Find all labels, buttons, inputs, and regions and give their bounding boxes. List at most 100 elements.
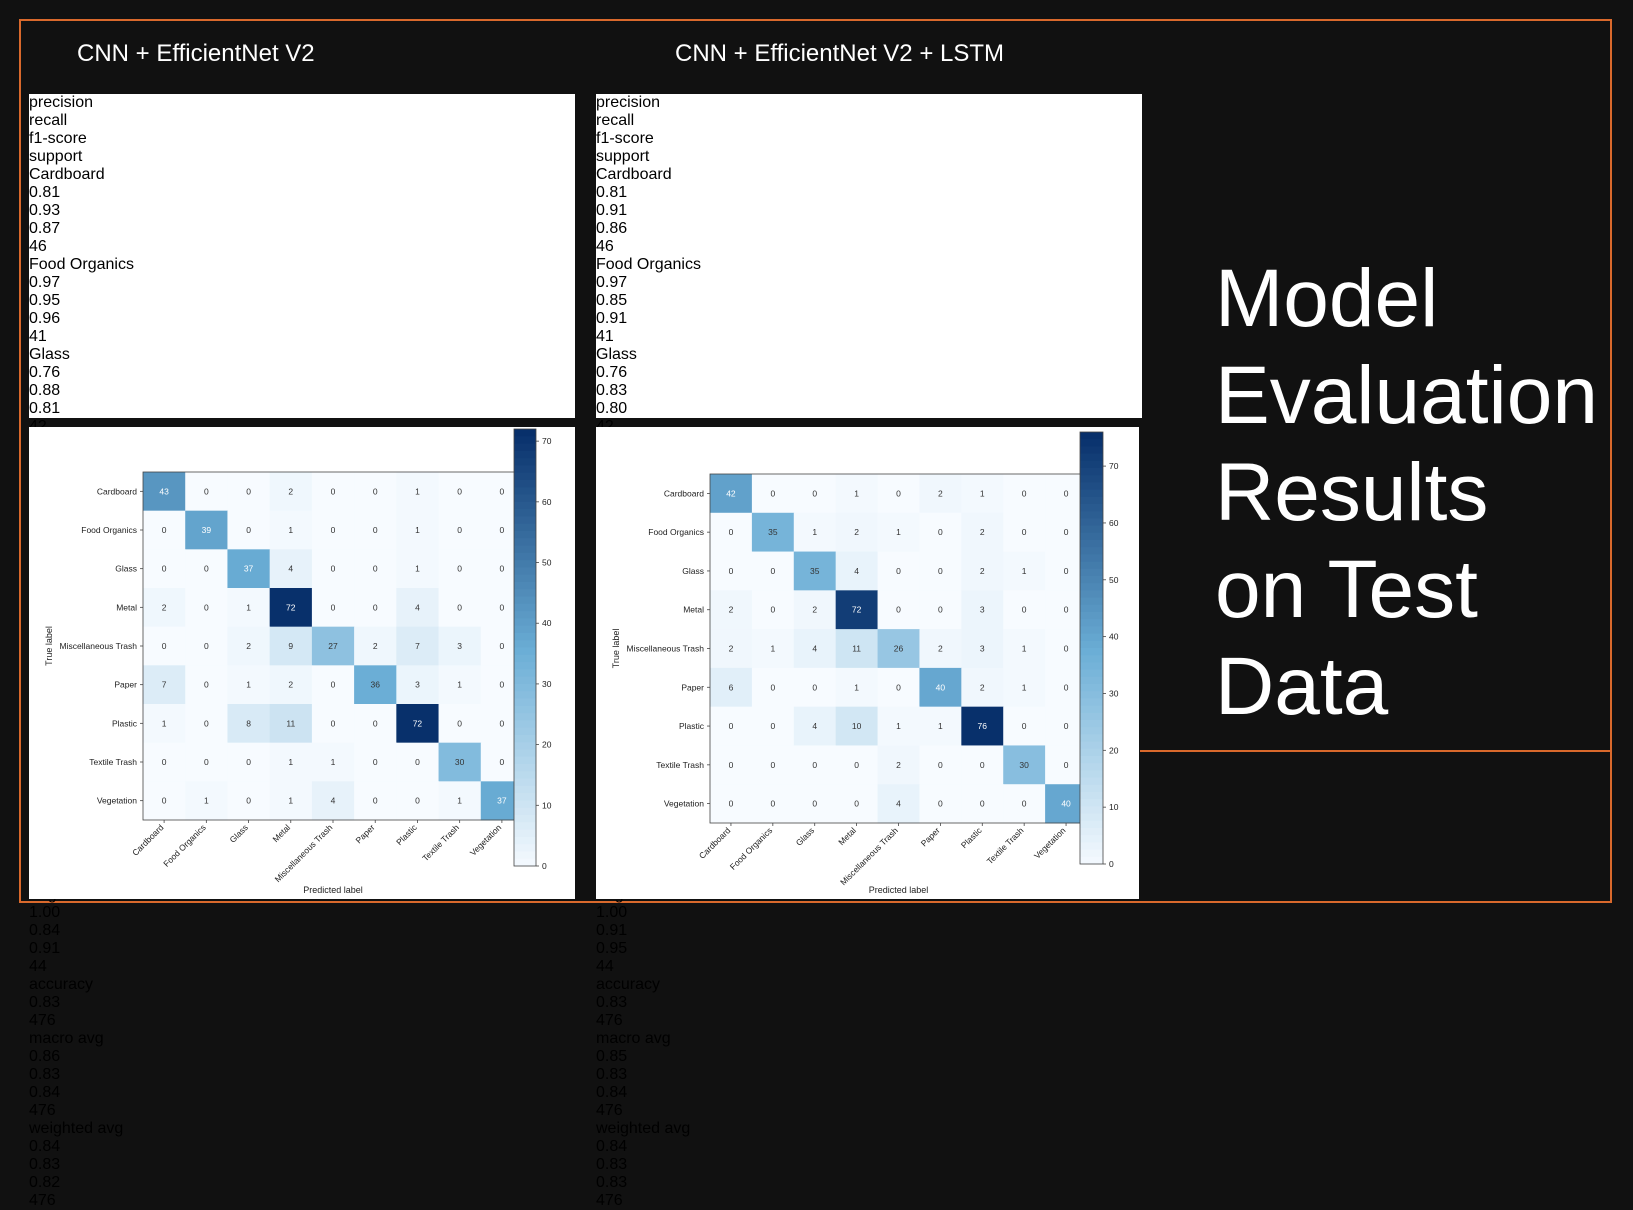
cm-cell xyxy=(835,667,879,708)
cm-cell-value: 72 xyxy=(852,605,862,615)
colorbar-segment xyxy=(514,720,536,729)
cm-cell xyxy=(227,742,271,782)
cm-cell xyxy=(751,590,795,630)
colorbar-segment xyxy=(514,793,536,802)
report-cell: 0.84 xyxy=(596,1138,628,1155)
cm-cell-value: 0 xyxy=(896,488,901,498)
cm-cell-value: 0 xyxy=(162,757,167,767)
cm-cell xyxy=(185,665,228,705)
colorbar-segment xyxy=(1080,756,1103,764)
cm-cell xyxy=(227,472,271,512)
cm-cell xyxy=(438,472,482,512)
cm-cell xyxy=(311,549,355,589)
cm-cell xyxy=(793,745,837,785)
colorbar-segment xyxy=(514,574,536,583)
cm-cell-value: 0 xyxy=(854,799,859,809)
cm-cell-value: 1 xyxy=(896,721,901,731)
cm-cell-value: 6 xyxy=(729,682,734,692)
cm-cell-value: 8 xyxy=(246,718,251,728)
cm-cell xyxy=(396,549,440,589)
classification-report-left: precision recall f1-score support Cardboard 0… xyxy=(29,94,575,1209)
cm-y-axis-label: True label xyxy=(44,626,54,666)
colorbar-segment xyxy=(1080,849,1103,858)
cm-y-tick-label: Metal xyxy=(116,602,137,612)
cm-cell-value: 1 xyxy=(1022,566,1027,576)
colorbar-segment xyxy=(514,509,536,517)
colorbar-segment xyxy=(1080,568,1103,577)
cm-y-tick-label: Glass xyxy=(115,564,137,574)
cm-x-tick-label: Paper xyxy=(354,822,377,845)
cm-cell xyxy=(311,742,355,782)
colorbar-segment xyxy=(514,611,536,619)
colorbar-segment xyxy=(1080,540,1103,548)
cm-cell xyxy=(1003,551,1046,591)
cm-cell xyxy=(835,706,879,746)
cm-cell xyxy=(185,626,228,666)
colorbar-segment xyxy=(1080,504,1103,512)
cm-cell xyxy=(185,588,228,628)
report-cell: 0.91 xyxy=(596,202,628,219)
colorbar-segment xyxy=(1080,554,1103,563)
cm-cell xyxy=(269,742,313,782)
cm-cell-value: 0 xyxy=(415,796,420,806)
cm-cell-value: 37 xyxy=(497,796,507,806)
cm-cell-value: 0 xyxy=(729,760,734,770)
colorbar-segment xyxy=(1080,446,1103,455)
colorbar-tick-label: 20 xyxy=(542,740,552,750)
cm-cell xyxy=(143,588,186,628)
accent-vertical-line xyxy=(1610,19,1612,752)
cm-cell-value: 0 xyxy=(980,799,985,809)
report-cell: 0.84 xyxy=(29,1084,61,1101)
cm-cell-value: 42 xyxy=(726,488,736,498)
cm-x-tick-label: Plastic xyxy=(959,825,984,850)
cm-cell xyxy=(143,549,186,589)
colorbar-segment xyxy=(514,676,536,685)
cm-cell-value: 1 xyxy=(415,564,420,574)
colorbar-border xyxy=(1079,431,1104,865)
report-cell: 41 xyxy=(596,328,614,345)
report-column-header: precision xyxy=(29,94,94,111)
colorbar-segment xyxy=(1080,842,1103,851)
cm-cell xyxy=(438,781,482,821)
colorbar-segment xyxy=(514,640,536,649)
colorbar-tick-label: 0 xyxy=(1109,859,1114,869)
cm-cell xyxy=(396,472,440,512)
report-cell: 0.86 xyxy=(596,220,628,237)
colorbar-segment xyxy=(1080,453,1103,462)
cm-cell-value: 4 xyxy=(896,799,901,809)
colorbar-segment xyxy=(1080,496,1103,505)
colorbar-segment xyxy=(1080,518,1103,527)
colorbar-segment xyxy=(1080,475,1103,483)
colorbar-segment xyxy=(514,450,536,459)
report-column-header: f1-score xyxy=(29,130,87,147)
cm-cell-value: 2 xyxy=(288,486,293,496)
cm-cell xyxy=(751,667,795,708)
cm-cell-value: 0 xyxy=(204,641,209,651)
cm-cell xyxy=(143,510,186,550)
colorbar-segment xyxy=(514,851,536,860)
cm-x-tick-label: Metal xyxy=(836,825,858,847)
cm-cell xyxy=(438,588,482,628)
cm-cell xyxy=(793,667,837,708)
cm-cell-value: 0 xyxy=(896,605,901,615)
cm-cell xyxy=(751,745,795,785)
cm-cell xyxy=(710,706,753,746)
cm-cell xyxy=(877,629,920,669)
cm-cell xyxy=(227,549,271,589)
cm-cell-value: 0 xyxy=(1064,721,1069,731)
colorbar-segment xyxy=(1080,489,1103,498)
report-column-header: support xyxy=(596,148,650,165)
colorbar-segment xyxy=(514,443,536,452)
colorbar-segment xyxy=(514,603,536,612)
report-row-label: macro avg xyxy=(596,1030,671,1047)
cm-cell-value: 0 xyxy=(1022,799,1027,809)
classification-report-right: precision recall f1-score support Cardboard 0… xyxy=(596,94,1142,1209)
cm-cell-value: 0 xyxy=(1064,682,1069,692)
cm-cell-value: 0 xyxy=(812,760,817,770)
cm-cell xyxy=(835,784,879,824)
slide-title-line: Evaluation xyxy=(1215,350,1598,441)
colorbar-segment xyxy=(1080,835,1103,843)
colorbar-segment xyxy=(1080,856,1103,865)
report-cell: 0.91 xyxy=(596,310,628,327)
cm-cell xyxy=(354,626,397,666)
